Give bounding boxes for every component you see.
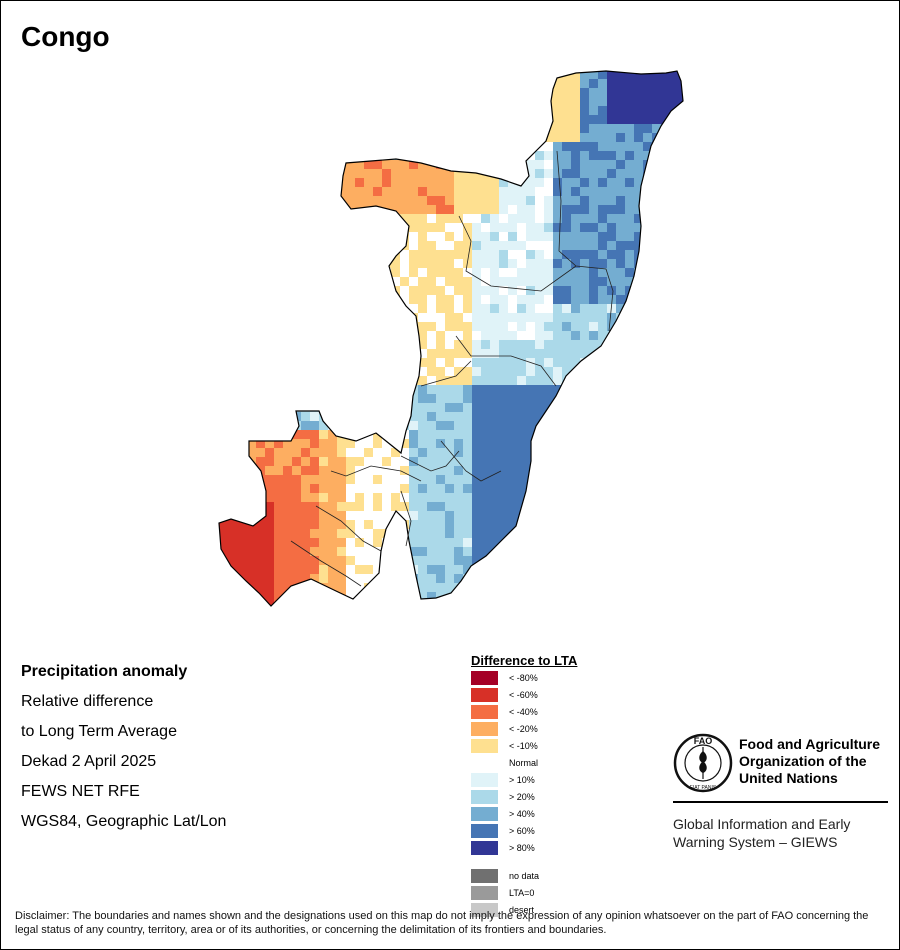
info-line-2: Relative difference bbox=[21, 693, 154, 710]
info-line-5: FEWS NET RFE bbox=[21, 783, 140, 800]
legend-swatch bbox=[471, 824, 498, 838]
legend-label: < -10% bbox=[509, 741, 538, 751]
legend-swatch bbox=[471, 756, 498, 770]
logo-divider bbox=[673, 801, 888, 803]
legend-item: Normal bbox=[471, 756, 591, 770]
map-title: Congo bbox=[21, 21, 110, 52]
legend-item: < -10% bbox=[471, 739, 591, 753]
legend-swatch bbox=[471, 869, 498, 883]
giews-label: Global Information and Early Warning Sys… bbox=[673, 815, 893, 851]
legend-item: < -40% bbox=[471, 705, 591, 719]
fao-emblem-icon: FAO FIAT PANIS bbox=[673, 733, 733, 793]
giews-line-2: Warning System – GIEWS bbox=[673, 834, 838, 850]
legend-swatch bbox=[471, 722, 498, 736]
legend-label: Normal bbox=[509, 758, 539, 768]
info-line-4: Dekad 2 April 2025 bbox=[21, 753, 157, 770]
legend-label: > 10% bbox=[509, 775, 535, 785]
legend-swatch bbox=[471, 671, 498, 685]
legend-title: Difference to LTA bbox=[471, 653, 578, 668]
legend-swatch bbox=[471, 705, 498, 719]
legend-label: < -80% bbox=[509, 673, 538, 683]
info-line-6: WGS84, Geographic Lat/Lon bbox=[21, 813, 227, 830]
legend-item: > 80% bbox=[471, 841, 591, 855]
legend-item: < -60% bbox=[471, 688, 591, 702]
legend-item-extra: no data bbox=[471, 869, 591, 883]
legend-label: desert bbox=[509, 905, 535, 915]
disclaimer: Disclaimer: The boundaries and names sho… bbox=[15, 910, 869, 936]
fao-name-line-2: Organization of the bbox=[739, 753, 867, 769]
info-line-3: to Long Term Average bbox=[21, 723, 177, 740]
legend-swatch bbox=[471, 790, 498, 804]
legend-label: no data bbox=[509, 871, 540, 881]
legend-label: < -40% bbox=[509, 707, 538, 717]
legend-swatch bbox=[471, 688, 498, 702]
legend-label: < -60% bbox=[509, 690, 538, 700]
svg-text:FAO: FAO bbox=[694, 736, 713, 746]
legend-item: < -80% bbox=[471, 671, 591, 685]
fao-name-line-3: United Nations bbox=[739, 770, 838, 786]
legend-item: < -20% bbox=[471, 722, 591, 736]
fao-name-line-1: Food and Agriculture bbox=[739, 736, 881, 752]
info-line-1: Precipitation anomaly bbox=[21, 663, 188, 680]
legend-label: LTA=0 bbox=[509, 888, 535, 898]
legend-item-extra: LTA=0 bbox=[471, 886, 591, 900]
legend-label: > 60% bbox=[509, 826, 535, 836]
legend-swatch bbox=[471, 807, 498, 821]
legend-swatch bbox=[471, 903, 498, 917]
legend-label: > 20% bbox=[509, 792, 535, 802]
legend-label: > 40% bbox=[509, 809, 535, 819]
department-boundaries bbox=[290, 150, 614, 587]
legend-swatch bbox=[471, 773, 498, 787]
legend-swatch bbox=[471, 886, 498, 900]
legend-item: > 10% bbox=[471, 773, 591, 787]
congo-map bbox=[218, 70, 684, 607]
legend-item: > 40% bbox=[471, 807, 591, 821]
legend-item-extra: desert bbox=[471, 903, 591, 917]
giews-line-1: Global Information and Early bbox=[673, 816, 851, 832]
legend-label: > 80% bbox=[509, 843, 535, 853]
fao-organization-name: Food and Agriculture Organization of the… bbox=[739, 736, 899, 787]
legend-item: > 20% bbox=[471, 790, 591, 804]
svg-text:FIAT PANIS: FIAT PANIS bbox=[690, 785, 717, 791]
map-info-block: Precipitation anomaly Relative differenc… bbox=[21, 657, 226, 837]
legend-item: > 60% bbox=[471, 824, 591, 838]
legend-swatch bbox=[471, 739, 498, 753]
legend-swatch bbox=[471, 841, 498, 855]
legend-label: < -20% bbox=[509, 724, 538, 734]
precipitation-anomaly-raster bbox=[219, 71, 683, 606]
